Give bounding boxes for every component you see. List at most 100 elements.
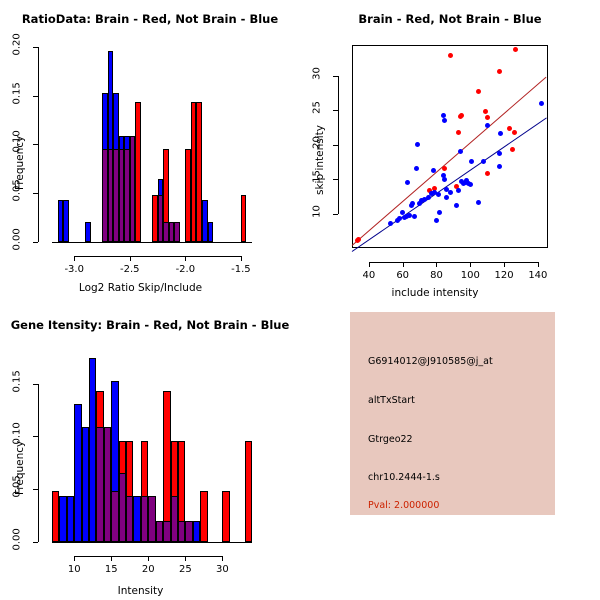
histogram-bar-overlap — [96, 427, 104, 542]
scatter-point-not-brain — [498, 130, 504, 136]
scatter-point-brain — [513, 47, 519, 53]
gene-histogram-title: Gene Itensity: Brain - Red, Not Brain - … — [10, 318, 290, 332]
x-axis-tick — [74, 256, 76, 261]
x-axis-tick-label: 100 — [460, 270, 480, 281]
scatter-point-not-brain — [481, 158, 487, 164]
scatter-point-not-brain — [444, 194, 450, 200]
gene-histogram-x-axis-label: Intensity — [117, 585, 164, 597]
y-axis-tick — [333, 213, 338, 215]
scatter-point-not-brain — [435, 191, 441, 197]
x-axis-tick — [436, 262, 438, 267]
histogram-bar-not-brain — [133, 496, 141, 542]
scatter-point-not-brain — [440, 112, 446, 118]
y-axis-tick — [33, 542, 38, 543]
histogram-bar-not-brain — [207, 222, 214, 242]
y-axis-tick-label: 0.05 — [11, 179, 23, 202]
x-axis-tick-label: 25 — [178, 564, 192, 575]
x-axis-tick-label: -3.0 — [64, 264, 84, 275]
y-axis-tick — [333, 110, 338, 112]
y-axis-tick-label: 25 — [311, 101, 323, 115]
scatter-point-not-brain — [418, 198, 424, 204]
gene-histogram-panel: Gene Itensity: Brain - Red, Not Brain - … — [0, 300, 300, 600]
histogram-bar-brain — [135, 102, 141, 242]
histogram-bar-overlap — [107, 148, 114, 242]
scatter-point-not-brain — [412, 213, 418, 219]
scatter-point-brain — [510, 147, 516, 153]
histogram-baseline — [52, 242, 252, 243]
scatter-point-brain — [454, 184, 460, 190]
histogram-bar-overlap — [157, 195, 164, 242]
scatter-point-brain — [511, 129, 517, 135]
histogram-bar-brain — [152, 195, 158, 242]
info-pval: Pval: 2.000000 — [368, 500, 440, 511]
scatter-point-not-brain — [496, 164, 502, 170]
histogram-bar-overlap — [140, 496, 149, 542]
info-panel: G6914012@J910585@j_at altTxStart Gtrgeo2… — [300, 300, 600, 600]
scatter-point-not-brain — [428, 191, 434, 197]
scatter-x-axis-label: include intensity — [391, 287, 479, 299]
gene-histogram-plot-area: 10 15 20 25 30 0.00 0.05 0.10 0.15 — [12, 352, 252, 575]
scatter-point-brain — [459, 113, 465, 119]
histogram-bar-overlap — [177, 520, 186, 542]
y-axis-tick-label: 0.20 — [11, 33, 23, 56]
scatter-point-not-brain — [464, 178, 470, 184]
histogram-bar-not-brain — [85, 222, 91, 242]
y-axis-tick — [333, 179, 338, 181]
x-axis-tick — [148, 556, 150, 561]
scatter-point-not-brain — [476, 200, 482, 206]
histogram-bar-not-brain — [81, 427, 90, 542]
ratio-histogram-x-axis-label: Log2 Ratio Skip/Include — [78, 282, 203, 294]
info-probe-id: G6914012@J910585@j_at — [368, 356, 493, 367]
histogram-bar-not-brain — [66, 496, 75, 542]
x-axis-tick — [185, 556, 187, 561]
scatter-point-not-brain — [405, 180, 411, 186]
scatter-point-not-brain — [396, 215, 402, 221]
x-axis-tick-label: 10 — [67, 564, 81, 575]
scatter-point-not-brain — [425, 194, 431, 200]
y-axis-tick-label: 30 — [311, 67, 323, 80]
y-axis-tick — [333, 144, 338, 146]
y-axis-tick — [333, 75, 338, 77]
histogram-bar-overlap — [118, 148, 125, 242]
info-dataset: Gtrgeo22 — [368, 434, 413, 445]
y-axis-tick — [33, 193, 38, 195]
histogram-bar-brain — [185, 148, 191, 242]
scatter-point-brain — [482, 109, 488, 115]
x-axis-tick-label: -2.0 — [175, 264, 196, 275]
x-axis-tick-label: -2.5 — [120, 264, 140, 275]
histogram-bar-overlap — [103, 427, 112, 542]
x-axis-tick-label: 40 — [362, 270, 376, 281]
histogram-bar-overlap — [124, 148, 130, 242]
scatter-point-not-brain — [454, 202, 460, 208]
scatter-point-not-brain — [403, 213, 409, 219]
y-axis-tick — [33, 242, 38, 243]
scatter-title: Brain - Red, Not Brain - Blue — [358, 12, 542, 26]
histogram-bar-overlap — [126, 496, 134, 542]
scatter-point-not-brain — [447, 190, 453, 196]
scatter-point-brain — [496, 68, 502, 74]
x-axis-line — [74, 256, 241, 257]
histogram-bar-not-brain — [89, 358, 97, 542]
y-axis-tick — [33, 95, 38, 97]
x-axis-tick — [74, 556, 76, 561]
scatter-point-brain — [442, 166, 448, 172]
histogram-bar-overlap — [185, 520, 193, 542]
y-axis-tick — [33, 436, 38, 438]
info-box: G6914012@J910585@j_at altTxStart Gtrgeo2… — [350, 312, 555, 515]
scatter-point-not-brain — [457, 149, 463, 155]
ratio-histogram-plot-area: -3.0 -2.5 -2.0 -1.5 0.00 0.05 0.10 0.15 0.20 — [12, 33, 252, 275]
scatter-point-not-brain — [413, 166, 419, 172]
scatter-point-not-brain — [496, 151, 502, 157]
y-axis-tick-label: 0.15 — [11, 81, 23, 105]
ratio-histogram-panel: RatioData: Brain - Red, Not Brain - Blue… — [0, 0, 300, 300]
scatter-point-brain — [506, 125, 512, 131]
histogram-bar-overlap — [102, 148, 108, 242]
scatter-point-not-brain — [455, 188, 461, 194]
scatter-plot-area: 40 60 80 100 120 140 10 15 20 25 30 — [312, 45, 548, 281]
x-axis-tick — [470, 262, 472, 267]
info-event-type: altTxStart — [368, 395, 415, 406]
y-axis-tick-label: 0.05 — [11, 475, 23, 498]
x-axis-tick-label: 60 — [396, 270, 410, 281]
scatter-point-not-brain — [467, 181, 473, 187]
x-axis-tick — [185, 256, 187, 261]
